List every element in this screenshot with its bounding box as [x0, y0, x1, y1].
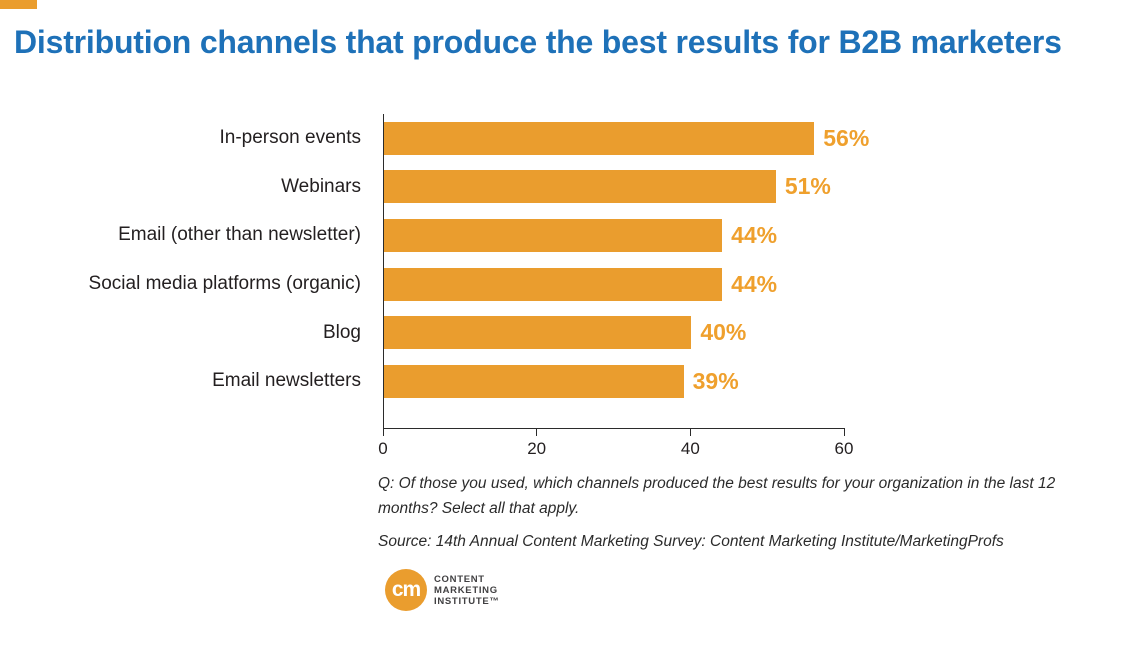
bar-row: Email newsletters 39% — [0, 357, 1136, 406]
page-title: Distribution channels that produce the b… — [14, 24, 1062, 60]
bar-value: 39% — [692, 367, 739, 394]
logo-text-line: CONTENT — [434, 573, 485, 585]
cmi-logo-text: CONTENT MARKETING INSTITUTE™ — [434, 574, 500, 607]
bar-row: In-person events 56% — [0, 114, 1136, 163]
cmi-logo-mark: cm — [385, 569, 427, 611]
x-tick-label: 0 — [378, 439, 388, 458]
bar-value: 40% — [700, 319, 747, 346]
bar — [384, 121, 815, 155]
y-axis — [383, 114, 384, 428]
x-tick-mark — [382, 429, 384, 436]
bar-area: 40% — [383, 316, 1136, 350]
bar-label: Social media platforms (organic) — [88, 273, 361, 295]
bar-area: 44% — [383, 218, 1136, 252]
bar — [384, 364, 684, 398]
x-tick-label: 40 — [680, 439, 700, 458]
bar-area: 44% — [383, 267, 1136, 301]
x-tick-label: 20 — [527, 439, 547, 458]
bar-row: Webinars 51% — [0, 163, 1136, 212]
x-axis: 0 20 40 60 — [378, 428, 853, 458]
bar-label: Webinars — [281, 175, 361, 197]
x-tick-label: 60 — [834, 439, 854, 458]
bar-area: 56% — [383, 121, 1136, 155]
bar — [384, 267, 723, 301]
bar-value: 44% — [731, 221, 778, 248]
bar — [384, 316, 692, 350]
logo-monogram: cm — [391, 578, 421, 601]
logo-text-line: INSTITUTE™ — [434, 595, 500, 607]
bar-label: In-person events — [219, 127, 361, 149]
chart-rows: In-person events 56% Webinars 51% Email (oth… — [0, 114, 1136, 406]
bar-row: Social media platforms (organic) 44% — [0, 260, 1136, 309]
bar — [384, 218, 723, 252]
source-note: Source: 14th Annual Content Marketing Su… — [378, 533, 1004, 550]
bar-row: Email (other than newsletter) 44% — [0, 211, 1136, 260]
bar-area: 51% — [383, 170, 1136, 204]
bar-label: Email newsletters — [212, 370, 361, 392]
bar-value: 44% — [731, 270, 778, 297]
bar-value: 51% — [784, 173, 831, 200]
logo-text-line: MARKETING — [434, 584, 498, 596]
bar-area: 39% — [383, 364, 1136, 398]
bar-value: 56% — [823, 124, 870, 151]
cmi-logo: cm CONTENT MARKETING INSTITUTE™ — [385, 569, 500, 611]
bar-row: Blog 40% — [0, 308, 1136, 357]
x-tick-mark — [843, 429, 845, 436]
bar — [384, 170, 776, 204]
bar-label: Email (other than newsletter) — [118, 224, 361, 246]
x-tick-mark — [689, 429, 691, 436]
question-footnote: Q: Of those you used, which channels pro… — [378, 475, 1056, 517]
corner-accent — [0, 0, 37, 9]
bar-label: Blog — [322, 321, 361, 343]
x-tick-mark — [536, 429, 538, 436]
